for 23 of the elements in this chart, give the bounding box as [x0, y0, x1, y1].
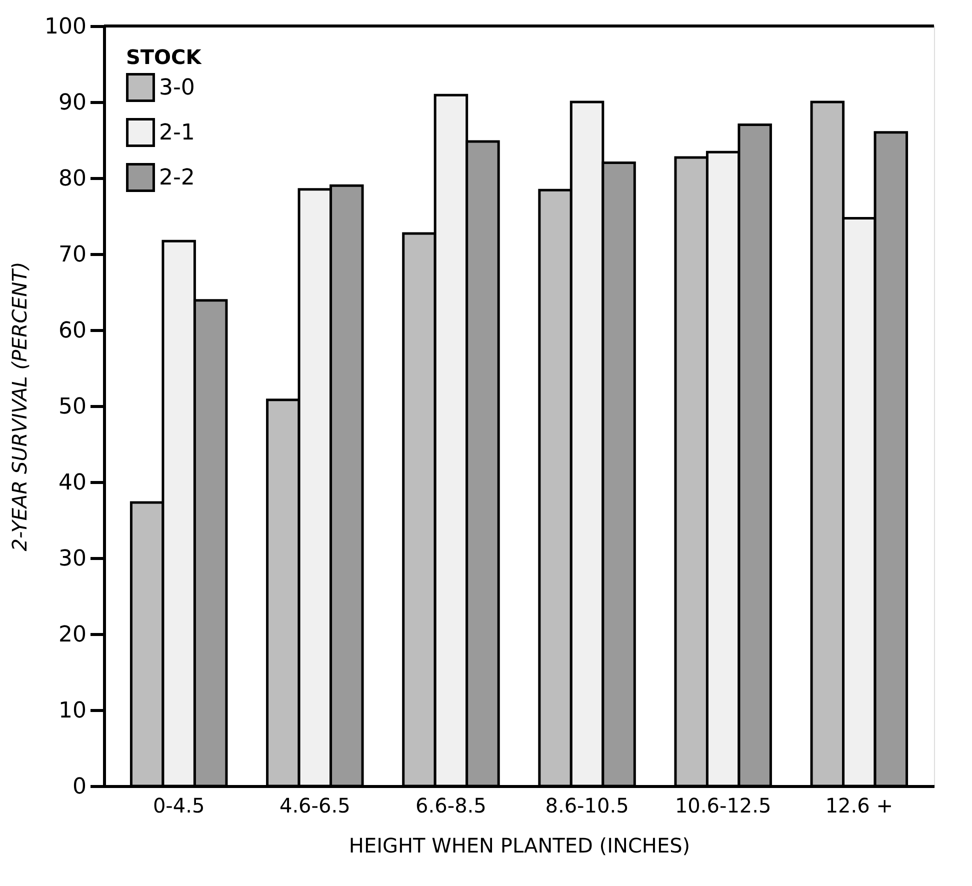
y-tick-label: 50	[58, 394, 86, 420]
x-tick-label: 10.6-12.5	[674, 794, 772, 818]
y-tick-label: 80	[58, 166, 86, 192]
x-tick-label: 12.6 +	[825, 794, 893, 818]
y-tick-label: 10	[58, 698, 86, 724]
y-tick-label: 60	[58, 318, 86, 344]
x-tick-label: 8.6-10.5	[545, 794, 629, 818]
legend-title: STOCK	[126, 45, 203, 69]
y-tick-label: 0	[72, 774, 86, 800]
y-tick-label: 30	[58, 546, 86, 572]
legend-label: 2-2	[159, 166, 195, 190]
y-tick-label: 40	[58, 470, 86, 496]
y-tick-label: 70	[58, 242, 86, 268]
y-axis-title: 2-YEAR SURVIVAL (PERCENT)	[8, 262, 32, 552]
x-tick-label: 0-4.5	[152, 794, 205, 818]
y-tick-label: 100	[44, 14, 86, 40]
x-tick-label: 6.6-8.5	[416, 794, 486, 818]
y-tick-label: 90	[58, 90, 86, 116]
x-tick-label: 4.6-6.5	[279, 794, 350, 818]
legend-label: 2-1	[159, 120, 195, 146]
legend-label: 3-0	[159, 76, 195, 100]
y-tick-label: 20	[58, 622, 86, 648]
x-axis-title: HEIGHT WHEN PLANTED (INCHES)	[348, 834, 690, 858]
